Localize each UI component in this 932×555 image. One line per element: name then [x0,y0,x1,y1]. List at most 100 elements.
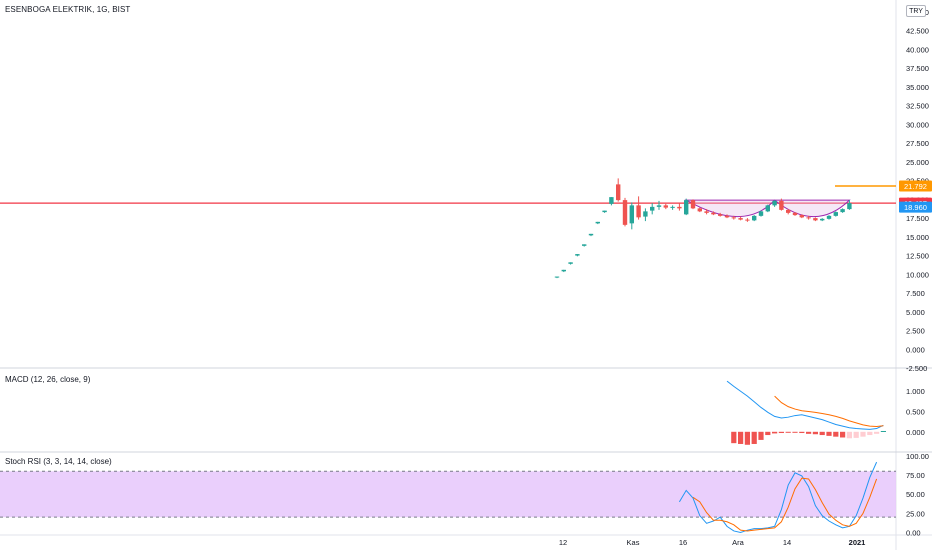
candle-body [677,206,682,209]
macd-histogram-bar [758,431,764,440]
macd-histogram-bar [785,431,791,433]
candle-body [636,205,641,218]
macd-histogram-bar [765,431,771,436]
candle-body [684,200,689,215]
price-tick-label: 37.500 [906,64,929,73]
macd-group [726,380,886,445]
time-tick-label: Kas [627,538,640,547]
macd-histogram-bar [867,431,873,436]
price-tick-label: 5.000 [906,308,925,317]
price-tick-label: 27.500 [906,139,929,148]
price-tick-label: 25.000 [906,158,929,167]
macd-histogram-bar [772,431,778,434]
price-label-text: 18.960 [904,203,927,212]
price-tick-label: 2.500 [906,327,925,336]
macd-histogram-bar [840,431,846,438]
candle-body [670,206,675,208]
candle-body [718,214,723,216]
candle-body [745,219,750,221]
candle-body [731,217,736,219]
price-tick-label: 32.500 [906,102,929,111]
symbol-title: ESENBOGA ELEKTRIK, 1G, BIST [5,5,131,14]
candle-body [609,197,614,204]
candle-body [711,212,716,215]
time-tick-label: 12 [559,538,567,547]
candle-body [656,205,662,207]
stoch-tick-label: 0.00 [906,528,921,537]
stoch-d-line [692,477,878,532]
candle-body [840,209,845,213]
candle-body [833,212,838,216]
time-tick-label: Ara [732,538,745,547]
macd-histogram-bar [826,431,832,436]
candle-body [847,203,852,210]
candle-body [663,205,668,208]
macd-histogram-bar [731,431,737,444]
macd-histogram-bar [846,431,852,439]
candle-body [588,233,594,236]
price-tick-label: 12.500 [906,252,929,261]
candle-body [820,218,825,221]
macd-histogram-bar [853,431,859,438]
price-tick-label: 42.500 [906,27,929,36]
stoch-tick-label: 100.00 [906,452,929,461]
candle-body [779,200,784,210]
signal-line [774,395,884,428]
macd-axis-ticks: 1.000 0.500 0.000 [906,387,925,437]
stoch-tick-label: 50.00 [906,490,925,499]
price-tick-label: -2.500 [906,364,927,373]
candle-body [595,221,600,224]
price-tick-label: 10.000 [906,270,929,279]
price-label-badge [899,180,932,192]
macd-histogram-bar [819,431,825,436]
macd-histogram-bar [792,431,798,433]
candle-body [616,184,621,201]
macd-histogram-bar [799,431,805,434]
candle-body [826,215,832,219]
candle-body [752,215,757,221]
candle-body [650,206,655,211]
macd-histogram-bar [751,431,757,444]
price-tick-label: 7.500 [906,289,925,298]
macd-histogram-bar [778,431,784,434]
macd-histogram-bar [880,430,886,432]
price-tick-label: 30.000 [906,120,929,129]
macd-tick-label: 1.000 [906,387,925,396]
candle-body [799,215,804,218]
candle-body [602,210,607,213]
currency-button[interactable]: TRY [906,5,926,17]
candle-body [704,211,709,213]
price-label-text: 21.792 [904,182,927,191]
price-labels: 21.79219.49718.960 [899,180,932,213]
stoch-k-line [678,461,878,533]
macd-histogram-bar [860,431,866,437]
macd-tick-label: 0.000 [906,428,925,437]
candle-body [765,205,770,212]
time-axis-ticks: 12 Kas 16 Ara 14 2021 [559,538,866,547]
macd-histogram-bar [833,431,839,437]
stoch-group [678,461,878,533]
stoch-tick-label: 75.00 [906,471,925,480]
price-tick-label: 17.500 [906,214,929,223]
time-tick-label: 2021 [849,538,866,547]
macd-pane-label: MACD (12, 26, close, 9) [5,375,91,384]
macd-histogram-bar [744,431,750,445]
candle-body [697,208,702,212]
candle-body [575,254,580,256]
macd-tick-label: 0.500 [906,408,925,417]
price-label-badge [899,201,932,213]
candle-body [806,217,811,219]
time-tick-label: 14 [783,538,791,547]
price-tick-label: 15.000 [906,233,929,242]
stoch-band [0,471,896,518]
stoch-tick-label: 25.00 [906,509,925,518]
candle-body [813,218,818,221]
stoch-axis-ticks: 100.00 75.00 50.00 25.00 0.00 [906,452,929,537]
stoch-pane-label: Stoch RSI (3, 3, 14, 14, close) [5,457,112,466]
candle-body [582,244,587,246]
candle-body [690,200,696,209]
candle-body [738,218,743,220]
candle-body [554,276,560,278]
